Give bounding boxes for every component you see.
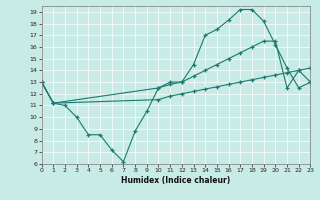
X-axis label: Humidex (Indice chaleur): Humidex (Indice chaleur) [121, 176, 231, 185]
